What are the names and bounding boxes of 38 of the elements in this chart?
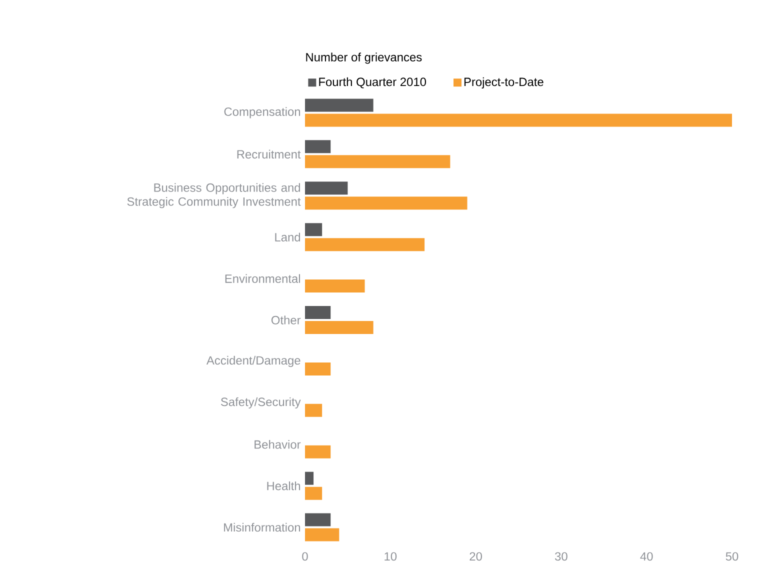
y-tick-label: Accident/Damage xyxy=(206,356,300,368)
y-tick-label: Behavior xyxy=(254,440,301,449)
bar xyxy=(305,513,331,526)
x-tick-label: 10 xyxy=(384,552,397,561)
y-tick-label: Other xyxy=(271,316,301,324)
y-tick-label: Environmental xyxy=(225,274,300,283)
x-tick-label: 40 xyxy=(640,552,653,561)
y-tick-label: Safety/Security xyxy=(220,397,301,408)
bar xyxy=(305,140,331,154)
y-tick-label: Business Opportunities and Strategic Community Investment xyxy=(127,183,301,208)
bar xyxy=(305,238,425,252)
bar xyxy=(305,155,450,168)
y-tick-label: Health xyxy=(267,481,300,490)
x-tick-label: 20 xyxy=(470,552,482,561)
bar xyxy=(305,321,374,334)
bar xyxy=(305,404,322,417)
bar xyxy=(305,362,331,376)
bar xyxy=(305,98,374,112)
x-tick-label: 50 xyxy=(726,552,738,561)
bar xyxy=(305,445,331,458)
bar xyxy=(305,486,322,500)
y-tick-label: Recruitment xyxy=(237,150,301,159)
bar xyxy=(305,114,732,127)
bar xyxy=(305,472,314,485)
legend-label: Fourth Quarter 2010 xyxy=(319,77,426,88)
x-tick-label: 0 xyxy=(302,552,308,561)
y-tick-label: Land xyxy=(275,232,300,242)
y-tick-label: Misinformation xyxy=(224,522,300,532)
bar xyxy=(305,306,331,320)
bar xyxy=(305,182,348,195)
bar xyxy=(305,196,468,210)
bar xyxy=(305,528,340,542)
legend-title: Number of grievances xyxy=(306,52,422,64)
bar xyxy=(305,280,365,293)
legend-label: Project-to-Date xyxy=(464,77,544,89)
bar xyxy=(305,223,322,236)
y-tick-label: Compensation xyxy=(224,107,300,118)
x-tick-label: 30 xyxy=(555,552,568,561)
